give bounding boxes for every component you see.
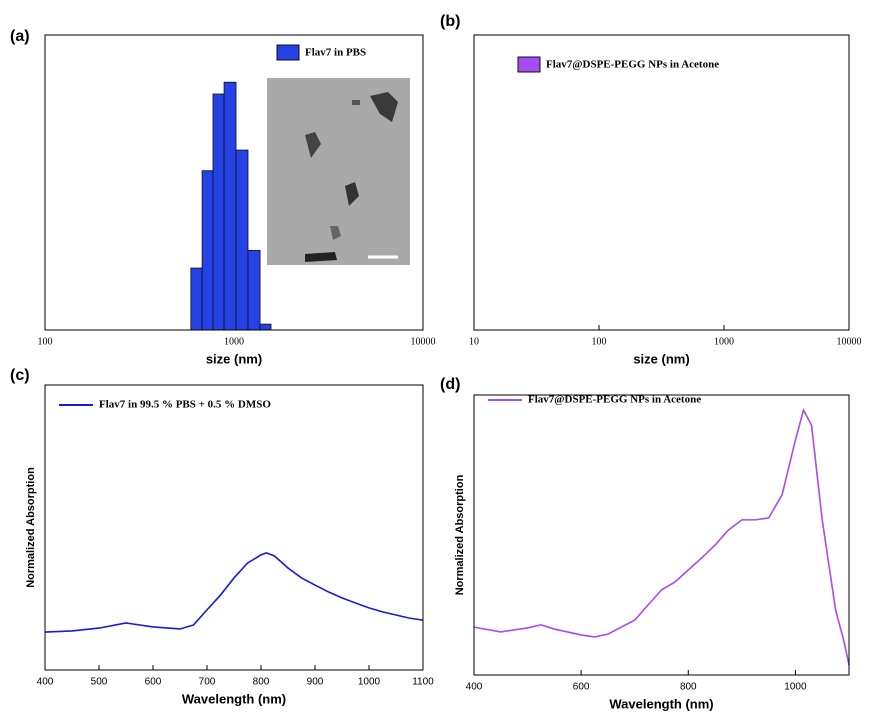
x-tick-label: 100 xyxy=(38,336,53,347)
particle xyxy=(330,226,341,240)
panel-label: (b) xyxy=(440,13,460,30)
bar xyxy=(247,249,261,331)
x-tick-label: 400 xyxy=(466,682,483,693)
x-tick-label: 1000 xyxy=(224,336,244,347)
legend-label: Flav7 in PBS xyxy=(305,47,366,59)
plot-frame xyxy=(44,34,424,331)
legend-swatch xyxy=(276,44,300,61)
plot-frame xyxy=(473,34,850,331)
panel: (a) size (nm) 100 1000 10000 Flav7 in PBS xyxy=(10,28,436,366)
x-tick-label: 600 xyxy=(573,682,590,693)
bar xyxy=(235,149,249,331)
x-tick-label: 500 xyxy=(91,677,108,688)
x-axis-title: size (nm) xyxy=(206,351,262,366)
panel-label: (d) xyxy=(440,376,460,393)
particle xyxy=(345,182,359,206)
panel: (b) size (nm) 10 100 1000 10000 Flav7@DSPE-PEG… xyxy=(440,13,862,366)
particle xyxy=(370,92,398,122)
x-tick-label: 900 xyxy=(307,677,324,688)
plot-frame xyxy=(44,384,424,671)
x-tick-label: 1000 xyxy=(358,677,381,688)
x-tick-label: 100 xyxy=(592,336,607,347)
x-axis-title: Wavelength (nm) xyxy=(182,691,286,706)
x-tick-label: 600 xyxy=(145,677,162,688)
line xyxy=(473,407,850,666)
line xyxy=(44,552,424,633)
y-axis-title: Normalized Absorption xyxy=(454,474,466,595)
particle xyxy=(352,100,360,105)
x-tick-label: 800 xyxy=(680,682,697,693)
panel-label: (a) xyxy=(10,28,30,45)
bar xyxy=(212,93,225,331)
x-tick-label: 700 xyxy=(199,677,216,688)
x-tick-label: 10000 xyxy=(411,336,436,347)
x-tick-label: 800 xyxy=(253,677,270,688)
legend-label: Flav7@DSPE-PEGG NPs in Acetone xyxy=(546,59,719,71)
panel: (c) Wavelength (nm) Normalized Absorption 4… xyxy=(10,367,434,706)
legend-swatch xyxy=(517,56,541,73)
x-tick-label: 1000 xyxy=(784,682,807,693)
panel: (d) Wavelength (nm) Normalized Absorption 4… xyxy=(440,376,850,711)
legend-label: Flav7 in 99.5 % PBS + 0.5 % DMSO xyxy=(99,399,271,411)
bar xyxy=(190,267,203,331)
x-tick-label: 1100 xyxy=(412,677,434,688)
panel-label: (c) xyxy=(10,367,30,384)
x-tick-label: 10 xyxy=(469,336,479,347)
x-tick-label: 10000 xyxy=(837,336,862,347)
particle xyxy=(305,252,337,262)
y-axis-title: Normalized Absorption xyxy=(25,467,37,588)
plot-frame xyxy=(473,394,850,676)
x-tick-label: 400 xyxy=(37,677,54,688)
x-tick-label: 1000 xyxy=(714,336,734,347)
particle xyxy=(305,132,321,158)
bar xyxy=(259,323,272,331)
tem-inset xyxy=(267,78,410,265)
x-axis-title: size (nm) xyxy=(633,351,689,366)
x-axis-title: Wavelength (nm) xyxy=(609,696,713,711)
bar xyxy=(223,81,237,331)
bar xyxy=(201,170,214,331)
legend-label: Flav7@DSPE-PEGG NPs in Acetone xyxy=(528,394,701,406)
